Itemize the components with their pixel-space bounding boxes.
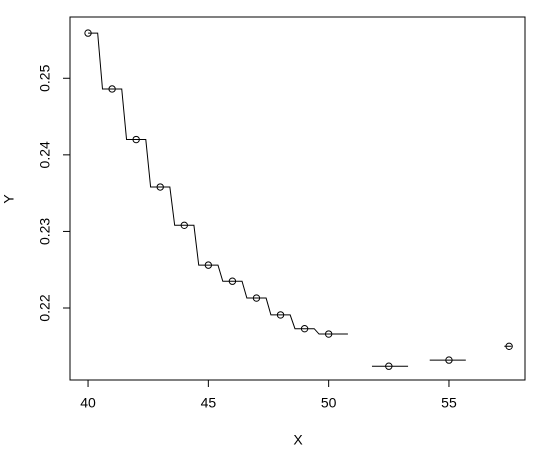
- y-axis-label: Y: [1, 194, 17, 204]
- plot-box: [69, 16, 526, 381]
- y-tick-label: 0.25: [37, 64, 53, 91]
- y-tick-label: 0.23: [37, 218, 53, 245]
- data-line: [371, 345, 512, 367]
- x-tick-label: 40: [80, 395, 96, 411]
- x-tick-label: 50: [321, 395, 337, 411]
- x-tick-label: 55: [441, 395, 457, 411]
- y-tick-label: 0.24: [37, 141, 53, 168]
- x-axis-label: X: [293, 432, 303, 448]
- y-tick-label: 0.22: [37, 294, 53, 321]
- x-tick-label: 45: [201, 395, 217, 411]
- data-line: [88, 32, 348, 335]
